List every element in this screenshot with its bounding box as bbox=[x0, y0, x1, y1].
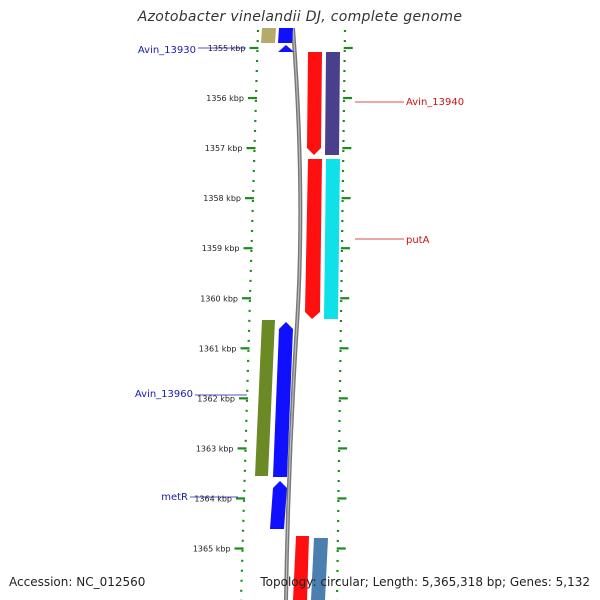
gene-avin-13960[interactable] bbox=[273, 322, 293, 477]
accession-text: Accession: NC_012560 bbox=[9, 575, 146, 589]
gene-slate[interactable] bbox=[325, 52, 340, 155]
scale-tick-label: 1364 kbp bbox=[194, 494, 232, 503]
gene-metr[interactable] bbox=[270, 481, 287, 529]
scale-tick-label: 1356 kbp bbox=[206, 94, 244, 103]
gene-olive[interactable] bbox=[255, 320, 275, 476]
gene-cyan[interactable] bbox=[324, 159, 340, 319]
gene-label-avin-13930[interactable]: Avin_13930 bbox=[138, 45, 196, 56]
gene-steel-bottom[interactable] bbox=[311, 538, 328, 600]
scale-tick-label: 1361 kbp bbox=[199, 344, 237, 353]
genome-summary-text: Topology: circular; Length: 5,365,318 bp… bbox=[260, 575, 590, 589]
gene-label-puta[interactable]: putA bbox=[406, 235, 430, 246]
gene-puta[interactable] bbox=[305, 159, 322, 319]
genome-backbone-highlight bbox=[285, 27, 301, 600]
gene-red-bottom[interactable] bbox=[293, 536, 309, 600]
gene-avin-13930-arrow[interactable] bbox=[278, 45, 294, 52]
scale-tick-label: 1363 kbp bbox=[196, 444, 234, 453]
gene-label-metr[interactable]: metR bbox=[161, 492, 188, 503]
gene-label-avin-13940[interactable]: Avin_13940 bbox=[406, 97, 464, 108]
scale-tick-label: 1360 kbp bbox=[200, 294, 238, 303]
scale-tick-label: 1362 kbp bbox=[197, 394, 235, 403]
scale-tick-label: 1365 kbp bbox=[193, 545, 231, 554]
gene-label-avin-13960[interactable]: Avin_13960 bbox=[135, 389, 193, 400]
scale-tick-label: 1358 kbp bbox=[203, 194, 241, 203]
scale-tick-label: 1355 kbp bbox=[208, 44, 246, 53]
scale-ticks: 1355 kbp 1356 kbp 1357 kbp 1358 kbp 1359 kbp… bbox=[193, 44, 353, 554]
scale-tick-label: 1359 kbp bbox=[202, 244, 240, 253]
scale-tick-label: 1357 kbp bbox=[205, 144, 243, 153]
gene-tan-top[interactable] bbox=[261, 28, 276, 43]
gene-avin-13930[interactable] bbox=[278, 28, 293, 43]
genome-title: Azotobacter vinelandii DJ, complete geno… bbox=[137, 9, 463, 25]
gene-avin-13940[interactable] bbox=[307, 52, 322, 155]
